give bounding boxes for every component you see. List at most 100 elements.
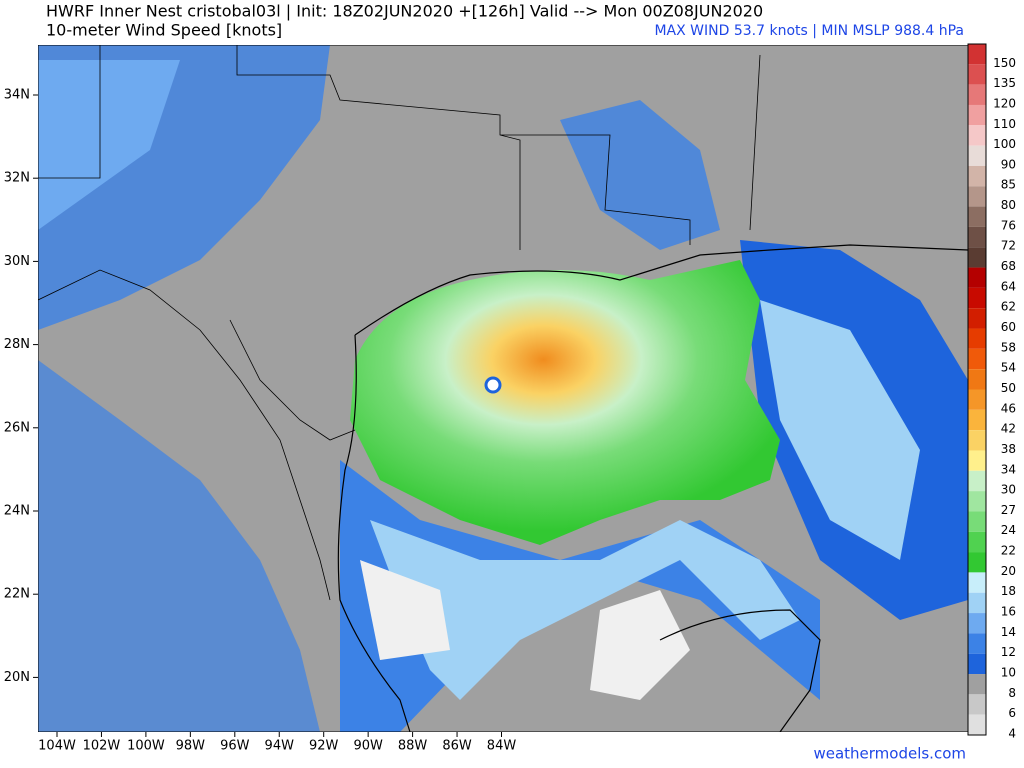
border <box>38 45 761 441</box>
lon-label: 84W <box>487 739 517 754</box>
color-swatch <box>968 44 986 65</box>
color-swatch <box>968 572 986 593</box>
color-swatch <box>968 714 986 735</box>
color-swatch <box>968 592 986 614</box>
border <box>38 269 331 601</box>
colorbar-label: 120 <box>993 96 1016 110</box>
color-swatch <box>968 450 986 471</box>
wind-area <box>560 100 720 250</box>
lon-label: 98W <box>176 739 206 754</box>
colorbar-label: 150 <box>993 56 1016 70</box>
color-swatch <box>968 206 986 227</box>
colorbar-label: 38 <box>1001 442 1016 456</box>
wind-area <box>760 300 920 560</box>
colorbar-label: 24 <box>1001 523 1016 537</box>
lon-label: 92W <box>309 739 339 754</box>
color-swatch <box>968 226 986 248</box>
color-swatch <box>968 674 986 695</box>
color-swatch <box>968 104 986 126</box>
color-swatch <box>968 694 986 715</box>
colorbar-label: 64 <box>1001 279 1016 293</box>
colorbar-label: 6 <box>1008 706 1016 720</box>
axes: 34N 32N 30N 28N 26N 24N 22N 20N 104W 102W 100W 98W 9… <box>4 88 517 754</box>
color-swatch <box>968 369 986 390</box>
lon-label: 102W <box>83 739 121 754</box>
colorbar-label: 20 <box>1001 564 1016 578</box>
lat-label: 24N <box>4 504 30 519</box>
title: HWRF Inner Nest cristobal03l | Init: 18Z… <box>46 2 763 21</box>
lat-label: 34N <box>4 88 30 103</box>
colorbar-label: 85 <box>1001 178 1016 192</box>
colorbar-label: 100 <box>993 137 1016 151</box>
color-swatch <box>968 165 986 187</box>
lat-label: 20N <box>4 670 30 685</box>
color-swatch <box>968 247 986 268</box>
colorbar-label: 22 <box>1001 544 1016 558</box>
colorbar-label: 62 <box>1001 300 1016 314</box>
color-swatch <box>968 389 986 410</box>
colorbar-label: 8 <box>1008 686 1016 700</box>
wind-area <box>370 520 800 700</box>
lon-label: 90W <box>353 739 383 754</box>
lon-label: 88W <box>398 739 428 754</box>
colorbar-label: 76 <box>1001 218 1016 232</box>
colorbar: 1501351201101009085807672686462605854504… <box>967 43 1016 740</box>
color-swatch <box>968 125 986 146</box>
colorbar-label: 135 <box>993 76 1016 90</box>
color-swatch <box>968 186 986 207</box>
color-swatch <box>968 470 986 492</box>
colorbar-label: 27 <box>1001 503 1016 517</box>
lon-label: 86W <box>442 739 472 754</box>
wind-area <box>360 560 450 660</box>
storm-eye <box>484 376 502 394</box>
map <box>38 45 968 732</box>
coastline <box>337 334 411 732</box>
coastline <box>354 244 968 336</box>
stats: MAX WIND 53.7 knots | MIN MSLP 988.4 hPa <box>654 23 964 39</box>
colorbar-label: 42 <box>1001 422 1016 436</box>
colorbar-label: 54 <box>1001 361 1016 375</box>
colorbar-frame <box>967 43 987 736</box>
credit: weathermodels.com <box>813 745 966 763</box>
lat-label: 30N <box>4 254 30 269</box>
subtitle: 10-meter Wind Speed [knots] <box>46 21 282 40</box>
color-swatch <box>968 84 986 105</box>
lat-label: 32N <box>4 171 30 186</box>
lat-label: 26N <box>4 420 30 435</box>
colorbar-label: 10 <box>1001 666 1016 680</box>
colorbar-label: 34 <box>1001 462 1016 476</box>
lon-label: 96W <box>220 739 250 754</box>
colorbar-label: 80 <box>1001 198 1016 212</box>
color-swatch <box>968 531 986 553</box>
colorbar-label: 18 <box>1001 584 1016 598</box>
colorbar-label: 58 <box>1001 340 1016 354</box>
lon-label: 104W <box>38 739 76 754</box>
color-swatch <box>968 267 986 288</box>
coastline <box>659 609 821 732</box>
color-swatch <box>968 430 986 451</box>
colorbar-label: 16 <box>1001 605 1016 619</box>
color-swatch <box>968 491 986 512</box>
color-swatch <box>968 348 986 370</box>
colorbar-label: 30 <box>1001 483 1016 497</box>
colorbar-label: 72 <box>1001 239 1016 253</box>
colorbar-label: 68 <box>1001 259 1016 273</box>
lat-label: 28N <box>4 337 30 352</box>
storm-wind-field <box>350 260 780 545</box>
colorbar-label: 110 <box>993 117 1016 131</box>
color-swatch <box>968 409 986 431</box>
color-swatch <box>968 633 986 654</box>
color-swatch <box>968 613 986 634</box>
colorbar-label: 46 <box>1001 401 1016 415</box>
color-swatch <box>968 308 986 329</box>
colorbar-label: 90 <box>1001 157 1016 171</box>
color-swatch <box>968 328 986 349</box>
color-swatch <box>968 287 986 309</box>
wind-area <box>38 360 320 732</box>
color-swatch <box>968 653 986 675</box>
lat-label: 22N <box>4 587 30 602</box>
lon-label: 94W <box>265 739 295 754</box>
colorbar-label: 14 <box>1001 625 1016 639</box>
color-swatch <box>968 552 986 573</box>
colorbar-label: 50 <box>1001 381 1016 395</box>
